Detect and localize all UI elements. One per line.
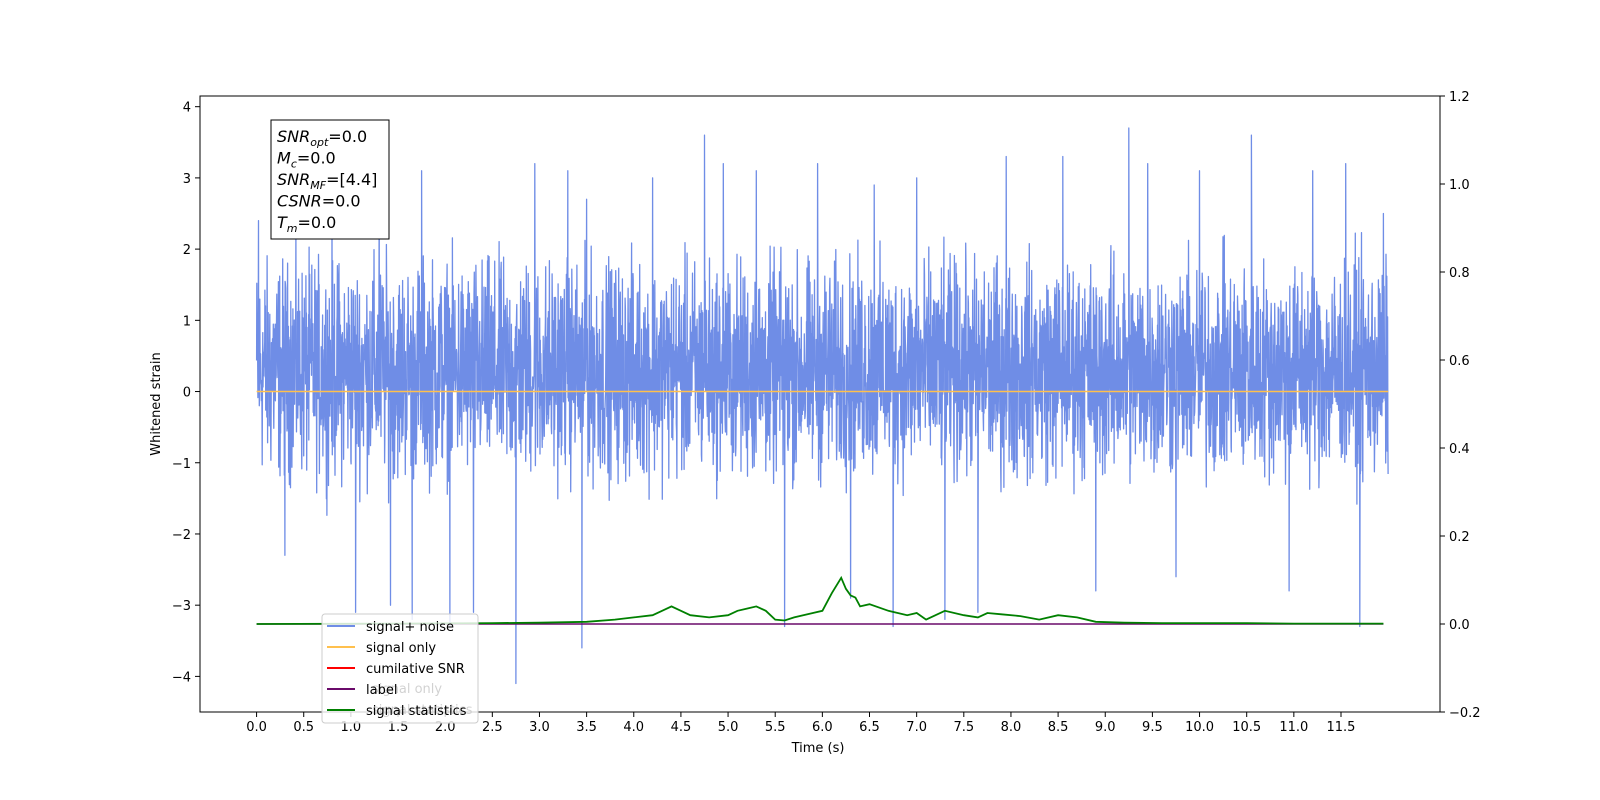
series-line-signal-statistics bbox=[256, 575, 1384, 625]
y2-tick-label: 0.0 bbox=[1449, 618, 1470, 633]
y-tick-label: 0 bbox=[183, 386, 191, 401]
annotation-line: SNRopt=0.0 bbox=[277, 127, 367, 149]
x-tick-label: 10.5 bbox=[1232, 720, 1261, 735]
y-tick-label: −1 bbox=[172, 457, 191, 472]
annotation-line: SNRMF=[4.4] bbox=[277, 170, 377, 192]
x-tick-label: 6.0 bbox=[812, 720, 833, 735]
x-tick-label: 9.5 bbox=[1142, 720, 1163, 735]
y-tick-label: −3 bbox=[172, 599, 191, 614]
y-tick-label: 3 bbox=[183, 172, 191, 187]
x-tick-label: 2.0 bbox=[435, 720, 456, 735]
x-tick-label: 11.5 bbox=[1327, 720, 1356, 735]
legend-frame bbox=[321, 613, 479, 724]
legend-label: signal statistics bbox=[366, 704, 467, 719]
x-tick-label: 0.5 bbox=[293, 720, 314, 735]
y-tick-label: 1 bbox=[183, 314, 191, 329]
x-axis-ticks: 0.0 0.5 1.0 1.5 2.0 2.5 3.0 3.5 4.0 4.5 5.0 5.5 6.0 6… bbox=[246, 712, 1355, 735]
series-layer bbox=[255, 127, 1389, 685]
y2-tick-label: 0.4 bbox=[1449, 442, 1470, 457]
x-tick-label: 11.0 bbox=[1279, 720, 1308, 735]
y-tick-label: −4 bbox=[172, 670, 191, 685]
x-tick-label: 5.0 bbox=[718, 720, 739, 735]
y-tick-label: 2 bbox=[183, 243, 191, 258]
x-tick-label: 9.0 bbox=[1095, 720, 1116, 735]
annotation-line: Mc=0.0 bbox=[277, 149, 336, 171]
y2-tick-label: 0.8 bbox=[1449, 266, 1470, 281]
x-tick-label: 10.0 bbox=[1185, 720, 1214, 735]
y-axis-label: Whitened strain bbox=[149, 352, 164, 455]
y2-tick-label: 1.0 bbox=[1449, 178, 1470, 193]
series-line-signal-noise bbox=[255, 127, 1389, 685]
x-tick-label: 5.5 bbox=[765, 720, 786, 735]
annotation-frame bbox=[270, 119, 390, 240]
y2-tick-label: 0.6 bbox=[1449, 354, 1470, 369]
x-tick-label: 6.5 bbox=[859, 720, 880, 735]
x-tick-label: 3.5 bbox=[576, 720, 597, 735]
legend: signal only signal statistics signal+ nois… bbox=[321, 613, 479, 724]
x-tick-label: 4.5 bbox=[671, 720, 692, 735]
x-tick-label: 0.0 bbox=[246, 720, 267, 735]
annotation-line: Tm=0.0 bbox=[277, 213, 336, 235]
annotation-line: CSNR=0.0 bbox=[277, 192, 361, 211]
y-axis-ticks: 4 3 2 1 0 −1 −2 −3 −4 bbox=[172, 101, 200, 685]
x-tick-label: 4.0 bbox=[623, 720, 644, 735]
y2-tick-label: −0.2 bbox=[1449, 706, 1481, 721]
x-tick-label: 1.0 bbox=[341, 720, 362, 735]
legend-label: signal+ noise bbox=[366, 620, 454, 635]
legend-label: cumilative SNR bbox=[366, 662, 465, 677]
x-tick-label: 7.0 bbox=[906, 720, 927, 735]
y-tick-label: −2 bbox=[172, 528, 191, 543]
x-tick-label: 2.5 bbox=[482, 720, 503, 735]
x-axis-label: Time (s) bbox=[791, 741, 845, 756]
plot-area-frame bbox=[199, 95, 1441, 713]
y2-tick-label: 0.2 bbox=[1449, 530, 1470, 545]
x-tick-label: 3.0 bbox=[529, 720, 550, 735]
x-tick-label: 8.5 bbox=[1048, 720, 1069, 735]
x-tick-label: 1.5 bbox=[388, 720, 409, 735]
legend-label: label bbox=[366, 683, 397, 698]
x-tick-label: 7.5 bbox=[953, 720, 974, 735]
x-tick-label: 8.0 bbox=[1001, 720, 1022, 735]
y2-axis-ticks: 1.2 1.0 0.8 0.6 0.4 0.2 0.0 −0.2 bbox=[1440, 90, 1481, 721]
y2-tick-label: 1.2 bbox=[1449, 90, 1470, 105]
y-tick-label: 4 bbox=[183, 101, 191, 116]
legend-label: signal only bbox=[366, 641, 436, 656]
